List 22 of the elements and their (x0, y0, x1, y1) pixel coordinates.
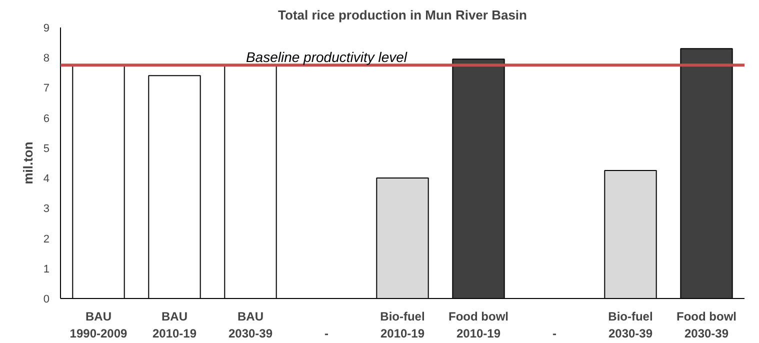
x-tick-label: - (552, 326, 556, 340)
x-tick-label: Food bowl 2030-39 (676, 310, 736, 340)
y-axis-title: mil.ton (20, 142, 36, 184)
y-tick-label: 8 (43, 52, 50, 65)
y-tick-label: 1 (43, 263, 50, 276)
x-tick-label: BAU 2010-19 (152, 310, 197, 340)
chart-title: Total rice production in Mun River Basin (278, 8, 528, 22)
y-tick-label: 7 (43, 82, 50, 95)
ref-line-label: Baseline productivity level (246, 49, 408, 66)
y-tick-label: 4 (43, 173, 50, 186)
y-tick-label: 2 (43, 233, 50, 246)
y-tick-label: 9 (43, 22, 50, 34)
y-tick-label: 6 (43, 112, 50, 125)
y-tick-label: 0 (43, 294, 50, 306)
x-tick-label: Bio-fuel 2010-19 (380, 310, 425, 340)
x-tick-label: Food bowl 2010-19 (448, 310, 508, 340)
x-tick-label: BAU 1990-2009 (70, 310, 128, 340)
x-tick-label: - (324, 326, 328, 340)
y-tick-label: 3 (43, 203, 50, 216)
x-tick-label: BAU 2030-39 (228, 310, 273, 340)
x-tick-label: Bio-fuel 2030-39 (608, 310, 653, 340)
y-tick-label: 5 (43, 142, 50, 155)
